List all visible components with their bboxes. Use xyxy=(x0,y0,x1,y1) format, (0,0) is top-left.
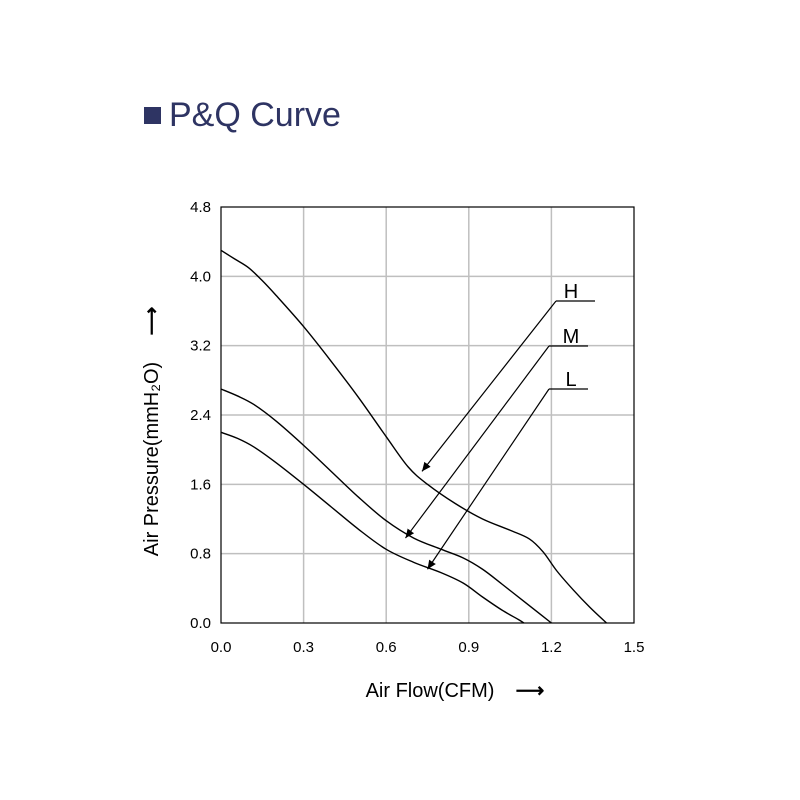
x-tick-label: 1.2 xyxy=(541,639,562,656)
curve-label-h: H xyxy=(564,281,578,303)
y-axis-label: Air Pressure(mmH₂O) xyxy=(141,362,163,556)
y-tick-label: 3.2 xyxy=(190,338,211,355)
annotation-arrow-m xyxy=(404,345,550,539)
chart-title-block: P&Q Curve xyxy=(144,96,341,135)
x-tick-label: 0.6 xyxy=(376,639,397,656)
plot-frame xyxy=(220,206,635,624)
y-axis-arrow-icon: ⟶ xyxy=(141,306,163,335)
series-line-h xyxy=(220,249,607,624)
y-tick-label: 4.0 xyxy=(190,268,211,285)
annotation-arrow-l xyxy=(427,388,550,570)
x-axis-arrow-icon: ⟶ xyxy=(516,680,545,702)
annotation-arrow-h xyxy=(421,300,557,472)
y-tick-label: 0.8 xyxy=(190,546,211,563)
x-tick-label: 0.3 xyxy=(293,639,314,656)
x-axis-label: Air Flow(CFM) xyxy=(366,680,495,702)
curves xyxy=(220,249,607,624)
series-line-l xyxy=(220,431,525,624)
y-tick-label: 0.0 xyxy=(190,615,211,632)
y-tick-label: 1.6 xyxy=(190,476,211,493)
chart-title: P&Q Curve xyxy=(169,96,341,134)
y-tick-label: 4.8 xyxy=(190,199,211,216)
series-line-m xyxy=(220,388,552,624)
x-tick-label: 0.0 xyxy=(211,639,232,656)
grid xyxy=(221,207,634,623)
y-tick-label: 2.4 xyxy=(190,407,211,424)
curve-label-m: M xyxy=(563,326,580,348)
curve-annotations: H ML xyxy=(404,281,595,570)
x-tick-label: 0.9 xyxy=(458,639,479,656)
title-marker-square xyxy=(144,107,161,124)
curve-label-l: L xyxy=(565,369,576,391)
tick-labels: 0.0 0.3 0.6 0.9 1.2 1.5 0.0 0.8 1.6 2.4 3.2 4.0 4.8 xyxy=(190,199,644,656)
x-tick-label: 1.5 xyxy=(624,639,645,656)
